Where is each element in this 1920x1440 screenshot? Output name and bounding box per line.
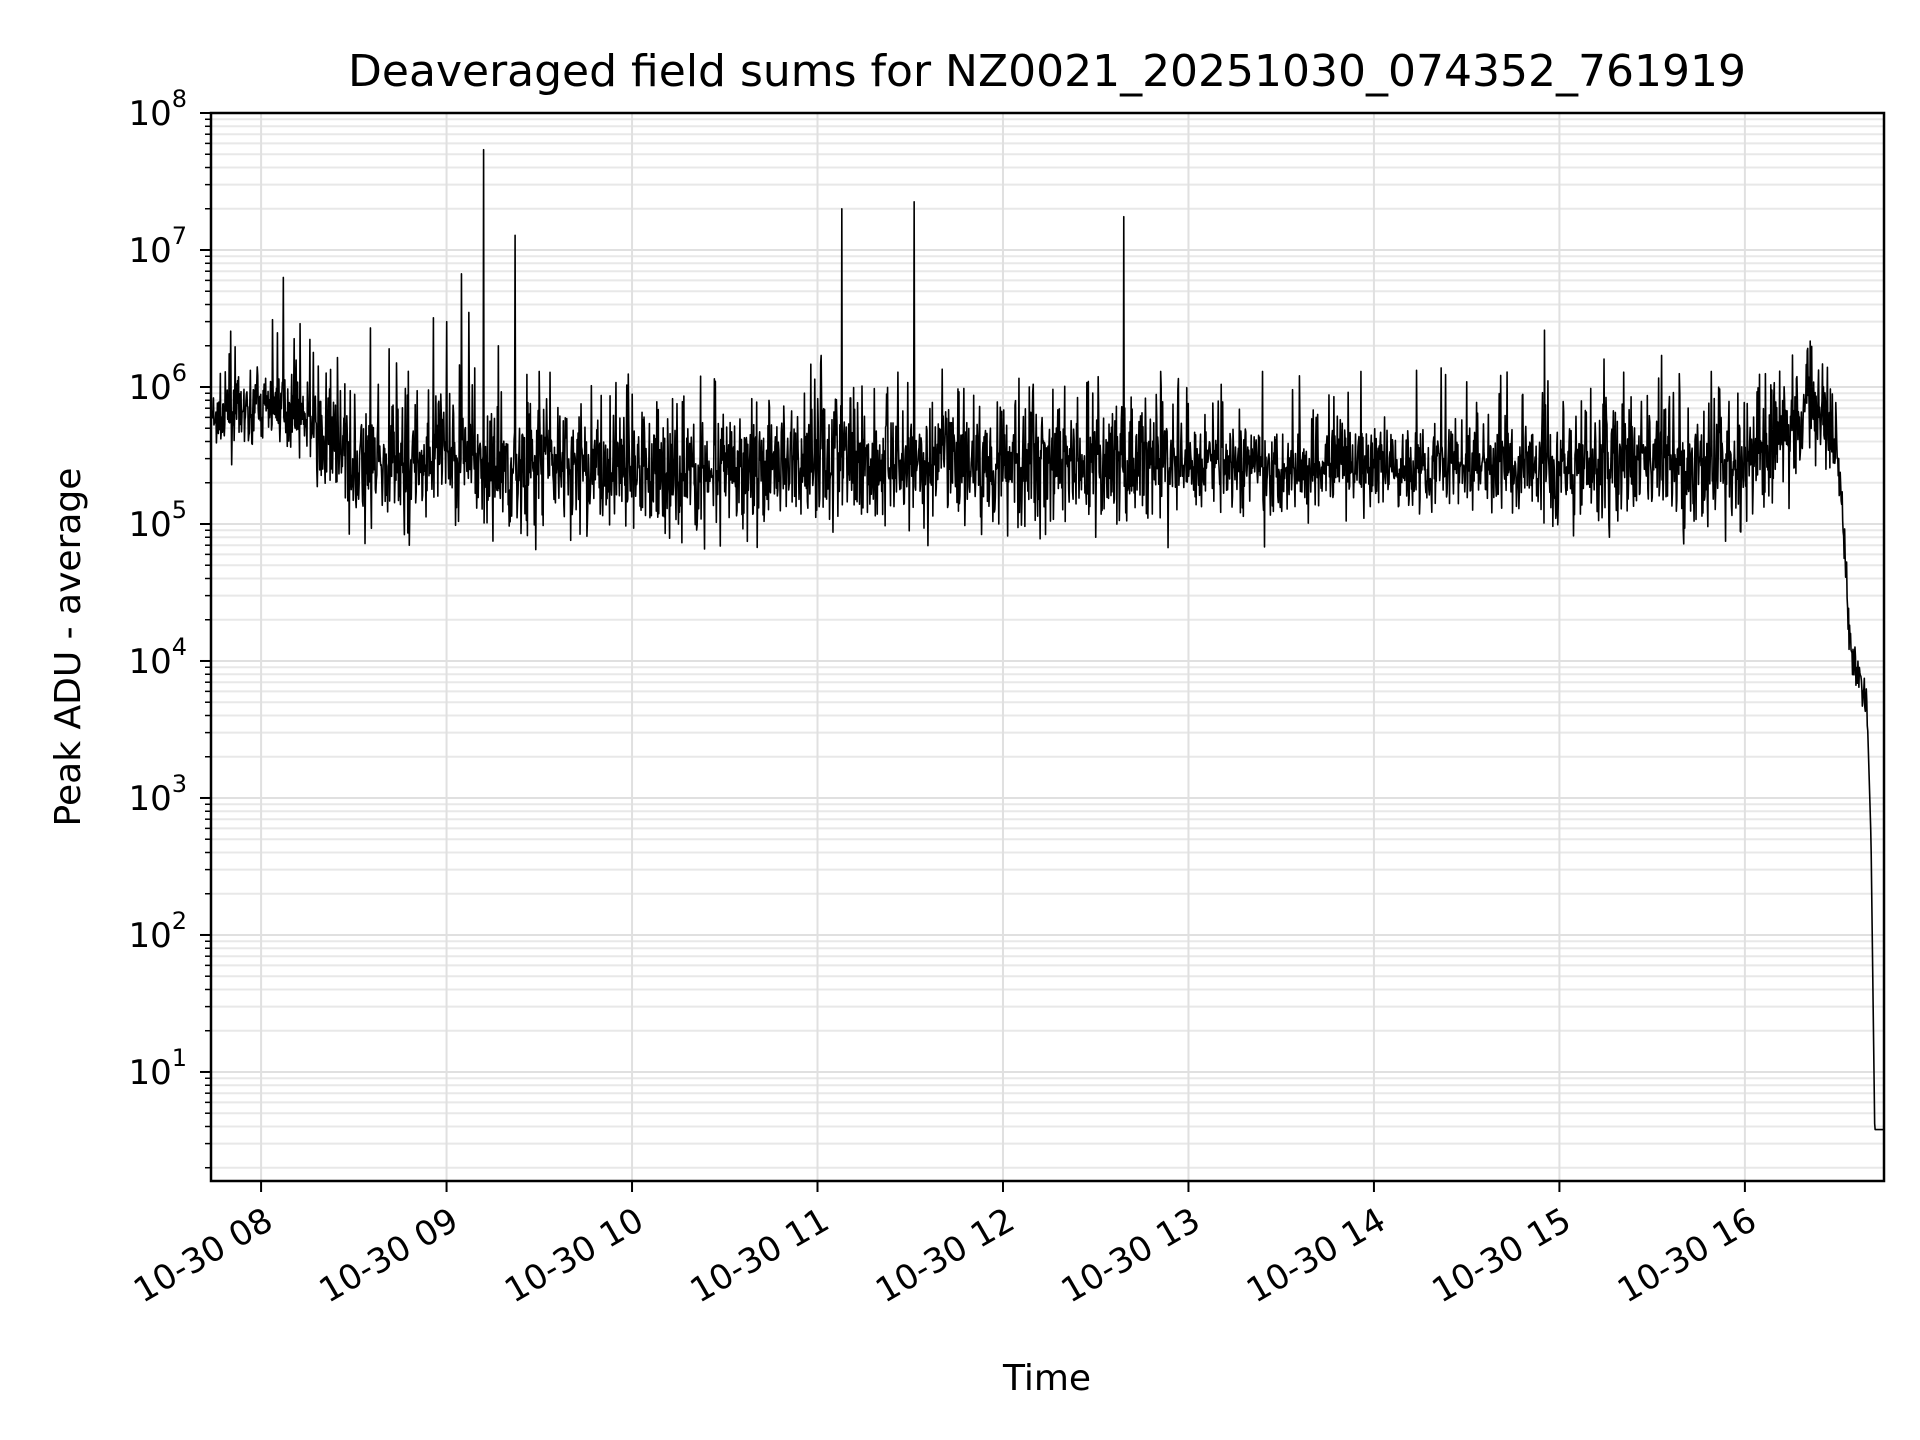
- y-tick-label: 102: [128, 907, 187, 956]
- y-tick-label: 107: [128, 222, 187, 271]
- y-tick-label: 101: [128, 1044, 187, 1093]
- labels-layer: Deaveraged field sums for NZ0021_2025103…: [48, 46, 1746, 1399]
- y-axis-label: Peak ADU - average: [48, 468, 89, 827]
- plot-frame: [209, 111, 1886, 1183]
- y-tick-label: 108: [128, 85, 187, 134]
- series-line-peak-adu: [211, 148, 1884, 1131]
- plot-layer: [211, 148, 1884, 1131]
- y-tick-label: 105: [128, 496, 187, 545]
- y-tick-label: 106: [128, 359, 187, 408]
- x-axis-label: Time: [1002, 1358, 1091, 1399]
- chart-title: Deaveraged field sums for NZ0021_2025103…: [348, 46, 1746, 97]
- y-tick-label: 104: [128, 633, 187, 682]
- y-tick-label: 103: [128, 770, 187, 819]
